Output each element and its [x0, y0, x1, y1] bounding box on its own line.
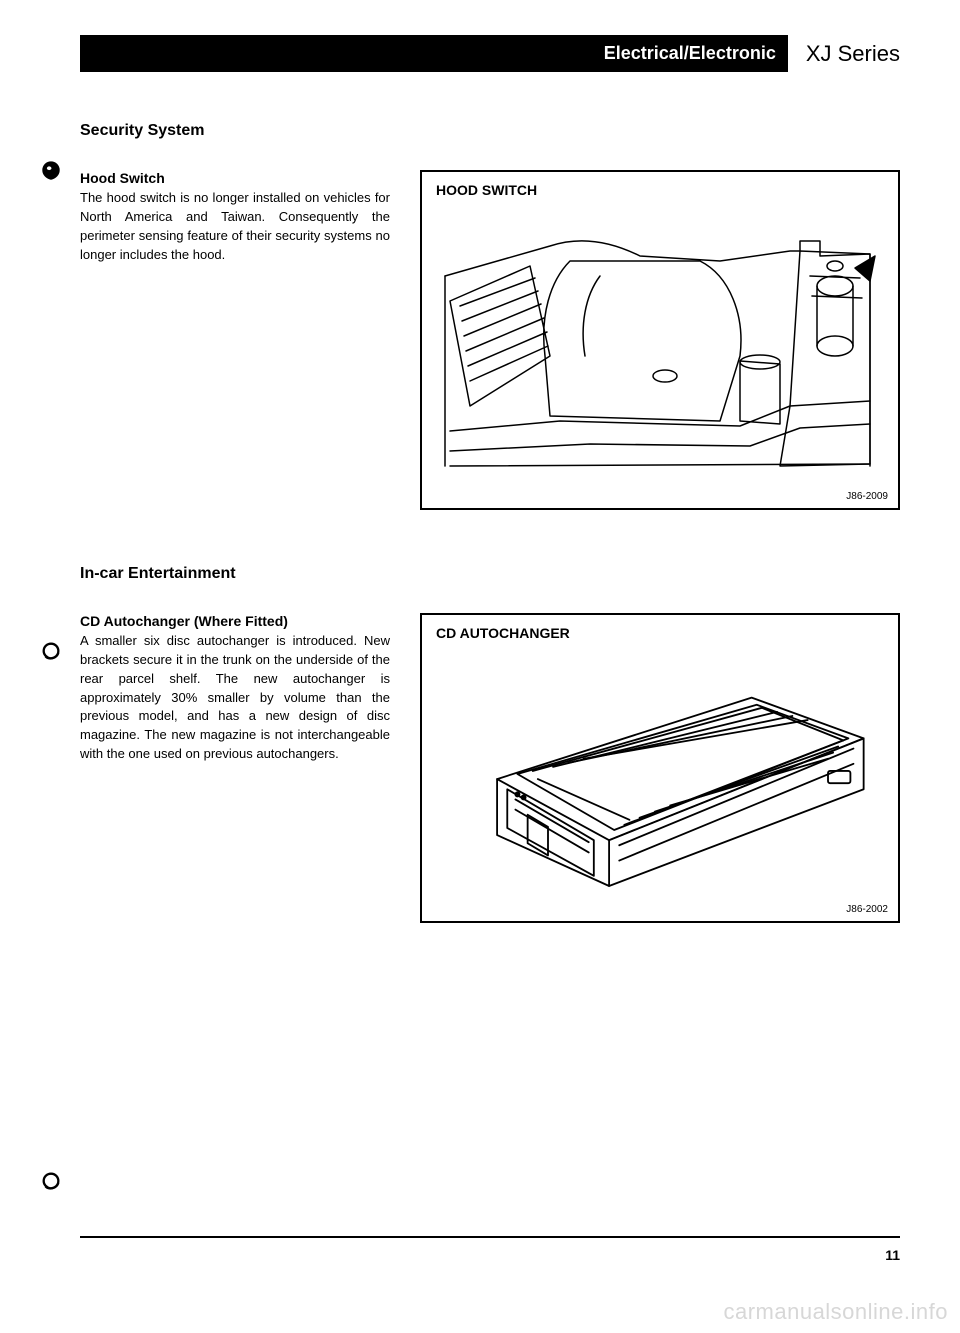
footer-rule: [80, 1236, 900, 1238]
text-column: Hood Switch The hood switch is no longer…: [80, 170, 390, 510]
header-category: Electrical/Electronic: [80, 35, 788, 72]
section-entertainment: In-car Entertainment CD Autochanger (Whe…: [80, 565, 900, 923]
section-heading: Security System: [80, 122, 900, 140]
page-header: Electrical/Electronic XJ Series: [80, 35, 900, 72]
body-text: A smaller six disc autochanger is introd…: [80, 632, 390, 764]
hood-switch-illustration: [436, 206, 884, 486]
figure-title: HOOD SWITCH: [436, 182, 884, 198]
sub-heading: Hood Switch: [80, 170, 390, 186]
figure-hood-switch: HOOD SWITCH: [420, 170, 900, 510]
header-series: XJ Series: [788, 41, 900, 67]
figure-cd-autochanger: CD AUTOCHANGER: [420, 613, 900, 923]
section-heading: In-car Entertainment: [80, 565, 900, 583]
figure-code: J86-2002: [846, 904, 888, 915]
cd-autochanger-illustration: [436, 649, 884, 899]
page-content: Electrical/Electronic XJ Series Security…: [0, 0, 960, 1333]
section-security: Security System Hood Switch The hood swi…: [80, 122, 900, 510]
figure-title: CD AUTOCHANGER: [436, 625, 884, 641]
text-column: CD Autochanger (Where Fitted) A smaller …: [80, 613, 390, 923]
figure-code: J86-2009: [846, 491, 888, 502]
sub-heading: CD Autochanger (Where Fitted): [80, 613, 390, 629]
page-number: 11: [885, 1247, 900, 1263]
watermark: carmanualsonline.info: [723, 1299, 948, 1325]
body-text: The hood switch is no longer installed o…: [80, 189, 390, 264]
